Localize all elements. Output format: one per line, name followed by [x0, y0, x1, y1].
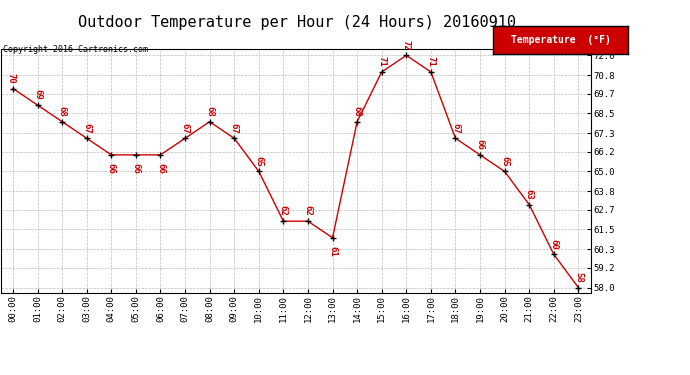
Text: 69: 69 [33, 89, 42, 100]
Text: 65: 65 [500, 156, 509, 166]
Text: 62: 62 [304, 206, 313, 216]
Text: 66: 66 [107, 163, 116, 174]
Text: 67: 67 [82, 123, 91, 134]
Text: 67: 67 [230, 123, 239, 134]
Text: Outdoor Temperature per Hour (24 Hours) 20160910: Outdoor Temperature per Hour (24 Hours) … [78, 15, 515, 30]
Text: 60: 60 [549, 238, 558, 249]
Text: 68: 68 [58, 106, 67, 117]
Text: 67: 67 [181, 123, 190, 134]
Text: 68: 68 [205, 106, 214, 117]
Text: 67: 67 [451, 123, 460, 134]
Text: 68: 68 [353, 106, 362, 117]
Text: 63: 63 [524, 189, 533, 200]
Text: 62: 62 [279, 206, 288, 216]
Text: 71: 71 [426, 56, 435, 67]
Text: 61: 61 [328, 246, 337, 257]
Text: 71: 71 [377, 56, 386, 67]
Text: 65: 65 [255, 156, 264, 166]
Text: Copyright 2016 Cartronics.com: Copyright 2016 Cartronics.com [3, 45, 148, 54]
Text: 66: 66 [156, 163, 165, 174]
Text: 58: 58 [574, 272, 583, 282]
Text: 70: 70 [6, 73, 15, 84]
Text: 72: 72 [402, 40, 411, 50]
Text: 66: 66 [475, 139, 484, 150]
Text: 66: 66 [131, 163, 140, 174]
Text: Temperature  (°F): Temperature (°F) [511, 35, 611, 45]
